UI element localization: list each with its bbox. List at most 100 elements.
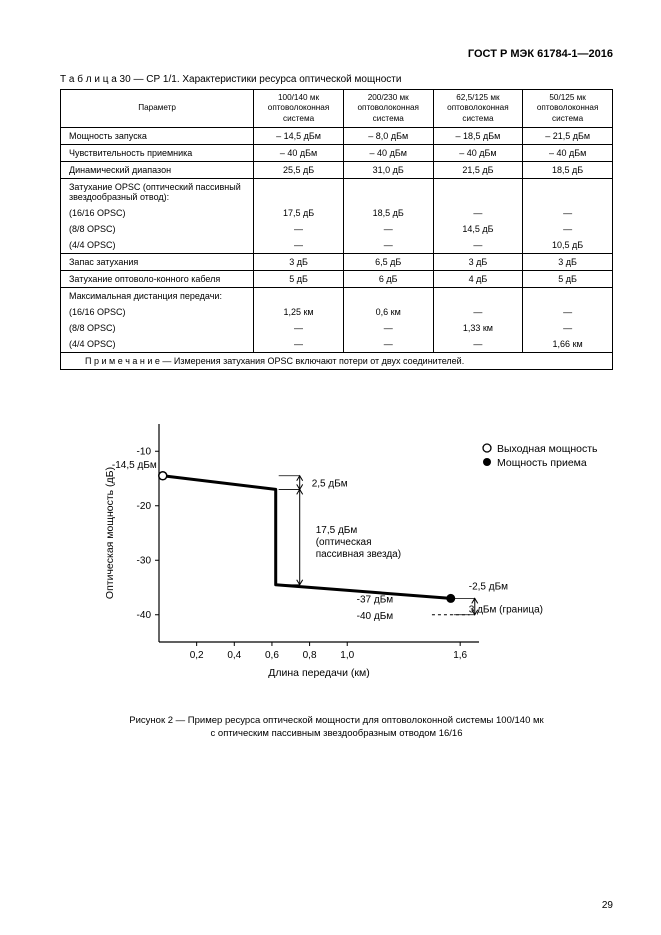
svg-text:-37 дБм: -37 дБм	[356, 594, 393, 605]
value-cell	[254, 287, 344, 304]
param-cell: Запас затухания	[61, 253, 254, 270]
value-cell: —	[254, 221, 344, 237]
value-cell: —	[433, 205, 523, 221]
value-cell: 6 дБ	[343, 270, 433, 287]
svg-text:0,6: 0,6	[264, 650, 278, 661]
value-cell: —	[523, 205, 613, 221]
svg-text:-14,5 дБм: -14,5 дБм	[111, 460, 156, 471]
value-cell: —	[343, 237, 433, 254]
value-cell	[343, 178, 433, 205]
svg-text:-40 дБм: -40 дБм	[356, 611, 393, 622]
param-cell: Затухание оптоволо-конного кабеля	[61, 270, 254, 287]
param-cell: Чувствительность приемника	[61, 144, 254, 161]
value-cell: 4 дБ	[433, 270, 523, 287]
value-cell	[254, 178, 344, 205]
svg-text:-20: -20	[136, 501, 151, 512]
value-cell: – 8,0 дБм	[343, 127, 433, 144]
col-header-param: Параметр	[61, 90, 254, 128]
svg-text:0,4: 0,4	[227, 650, 241, 661]
value-cell: —	[254, 320, 344, 336]
col-header-system: 100/140 мкоптоволоконнаясистема	[254, 90, 344, 128]
value-cell	[523, 287, 613, 304]
figure-caption: Рисунок 2 — Пример ресурса оптической мо…	[60, 715, 613, 741]
value-cell: 18,5 дБ	[343, 205, 433, 221]
svg-text:пассивная звезда): пассивная звезда)	[315, 549, 400, 560]
value-cell: – 14,5 дБм	[254, 127, 344, 144]
value-cell: 1,66 км	[523, 336, 613, 353]
document-id: ГОСТ Р МЭК 61784-1—2016	[60, 48, 613, 60]
value-cell	[433, 178, 523, 205]
value-cell: – 40 дБм	[433, 144, 523, 161]
value-cell: 5 дБ	[254, 270, 344, 287]
param-sub-cell: (8/8 OPSC)	[61, 320, 254, 336]
value-cell: —	[254, 336, 344, 353]
value-cell: 3 дБ	[523, 253, 613, 270]
value-cell	[523, 178, 613, 205]
param-sub-cell: (16/16 OPSC)	[61, 205, 254, 221]
svg-text:-40: -40	[136, 610, 151, 621]
svg-text:Длина передачи (км): Длина передачи (км)	[268, 667, 369, 679]
svg-text:1,0: 1,0	[340, 650, 354, 661]
svg-text:(оптическая: (оптическая	[315, 537, 371, 548]
value-cell: —	[343, 336, 433, 353]
svg-text:-10: -10	[136, 446, 151, 457]
optical-power-table: Параметр100/140 мкоптоволоконнаясистема2…	[60, 89, 613, 370]
param-group-header: Максимальная дистанция передачи:	[61, 287, 254, 304]
table-caption: Т а б л и ц а 30 — СР 1/1. Характеристик…	[60, 74, 613, 85]
value-cell: —	[343, 320, 433, 336]
col-header-system: 62,5/125 мкоптоволоконнаясистема	[433, 90, 523, 128]
value-cell: 0,6 км	[343, 304, 433, 320]
value-cell: —	[523, 320, 613, 336]
value-cell: – 40 дБм	[343, 144, 433, 161]
value-cell: —	[523, 221, 613, 237]
param-cell: Динамический диапазон	[61, 161, 254, 178]
value-cell: 21,5 дБ	[433, 161, 523, 178]
svg-text:-30: -30	[136, 555, 151, 566]
svg-text:Мощность приема: Мощность приема	[497, 457, 587, 469]
svg-text:0,2: 0,2	[189, 650, 203, 661]
value-cell: 3 дБ	[433, 253, 523, 270]
value-cell: —	[523, 304, 613, 320]
value-cell: 5 дБ	[523, 270, 613, 287]
svg-text:17,5 дБм: 17,5 дБм	[315, 525, 357, 536]
table-caption-text: СР 1/1. Характеристики ресурса оптическо…	[146, 74, 401, 85]
col-header-system: 200/230 мкоптоволоконнаясистема	[343, 90, 433, 128]
value-cell: —	[433, 304, 523, 320]
param-cell: Мощность запуска	[61, 127, 254, 144]
table-caption-prefix: Т а б л и ц а 30 —	[60, 74, 146, 85]
value-cell: —	[343, 221, 433, 237]
value-cell: 3 дБ	[254, 253, 344, 270]
value-cell: 25,5 дБ	[254, 161, 344, 178]
svg-text:-2,5 дБм: -2,5 дБм	[468, 581, 507, 592]
svg-text:3 дБм (граница): 3 дБм (граница)	[468, 604, 542, 615]
svg-text:1,6: 1,6	[453, 650, 467, 661]
value-cell: – 21,5 дБм	[523, 127, 613, 144]
value-cell: —	[433, 237, 523, 254]
figure-caption-line2: с оптическим пассивным звездообразным от…	[211, 728, 463, 739]
value-cell: – 18,5 дБм	[433, 127, 523, 144]
value-cell: —	[254, 237, 344, 254]
svg-text:Оптическая мощность (дБ): Оптическая мощность (дБ)	[104, 467, 116, 599]
param-sub-cell: (8/8 OPSC)	[61, 221, 254, 237]
value-cell: 31,0 дБ	[343, 161, 433, 178]
param-group-header: Затухание OPSC (оптический пассивный зве…	[61, 178, 254, 205]
optical-power-chart: -10 -20 -30 -40 0,2 0,4 0,6 0,8 1,0 1,6 Оптическая…	[67, 412, 607, 697]
value-cell: 10,5 дБ	[523, 237, 613, 254]
value-cell: 6,5 дБ	[343, 253, 433, 270]
svg-text:0,8: 0,8	[302, 650, 316, 661]
value-cell: —	[433, 336, 523, 353]
value-cell: 17,5 дБ	[254, 205, 344, 221]
value-cell: 1,25 км	[254, 304, 344, 320]
col-header-system: 50/125 мкоптоволоконнаясистема	[523, 90, 613, 128]
value-cell	[343, 287, 433, 304]
value-cell: 18,5 дБ	[523, 161, 613, 178]
param-sub-cell: (4/4 OPSC)	[61, 336, 254, 353]
value-cell: 14,5 дБ	[433, 221, 523, 237]
table-note: П р и м е ч а н и е — Измерения затухани…	[61, 352, 613, 369]
param-sub-cell: (16/16 OPSC)	[61, 304, 254, 320]
value-cell: – 40 дБм	[254, 144, 344, 161]
page-number: 29	[602, 900, 613, 911]
figure-caption-line1: Рисунок 2 — Пример ресурса оптической мо…	[129, 715, 543, 726]
value-cell	[433, 287, 523, 304]
value-cell: 1,33 км	[433, 320, 523, 336]
